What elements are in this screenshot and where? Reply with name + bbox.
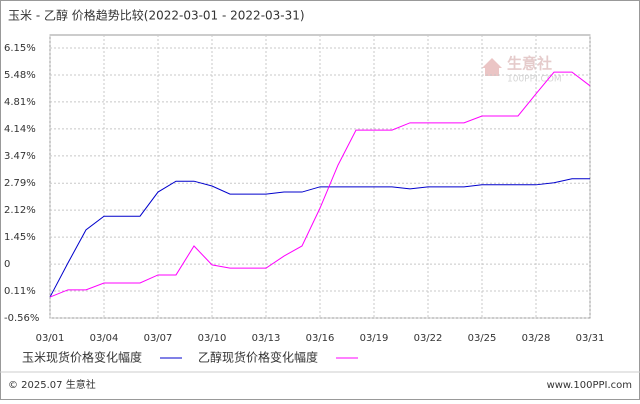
x-tick-label: 03/22 [414, 333, 443, 344]
legend-label: 玉米现货价格变化幅度 [22, 350, 142, 365]
chart-title: 玉米 - 乙醇 价格趋势比较(2022-03-01 - 2022-03-31) [8, 8, 305, 23]
y-tick-label: 1.45% [4, 232, 36, 243]
x-tick-label: 03/10 [198, 333, 227, 344]
y-tick-label: 2.12% [4, 205, 36, 216]
x-tick-label: 03/19 [360, 333, 389, 344]
footer-site: www.100PPI.com [547, 380, 632, 391]
watermark-logo [482, 58, 502, 76]
y-tick-label: 3.47% [4, 151, 36, 162]
x-tick-label: 03/31 [576, 333, 605, 344]
y-tick-label: 0.11% [4, 286, 36, 297]
watermark: 生意社 100PPI.COM [482, 55, 562, 85]
watermark-site: 100PPI.COM [507, 75, 562, 85]
x-tick-label: 03/04 [90, 333, 119, 344]
x-tick-label: 03/01 [36, 333, 65, 344]
legend-label: 乙醇现货价格变化幅度 [198, 350, 318, 365]
footer-copyright: © 2025.07 生意社 [8, 378, 96, 391]
x-tick-label: 03/07 [144, 333, 173, 344]
y-tick-label: 6.15% [4, 43, 36, 54]
x-tick-label: 03/13 [252, 333, 281, 344]
y-tick-label: 0 [4, 259, 10, 270]
watermark-brand: 生意社 [507, 55, 552, 73]
x-tick-label: 03/25 [468, 333, 497, 344]
x-tick-label: 03/16 [306, 333, 335, 344]
y-tick-label: 4.81% [4, 97, 36, 108]
series-line [49, 71, 591, 298]
series-line [49, 178, 590, 298]
y-tick-label: 5.48% [4, 70, 36, 81]
y-tick-label: 2.79% [4, 178, 36, 189]
y-tick-label: -0.56% [4, 313, 39, 324]
x-tick-label: 03/28 [522, 333, 551, 344]
y-tick-label: 4.14% [4, 124, 36, 135]
